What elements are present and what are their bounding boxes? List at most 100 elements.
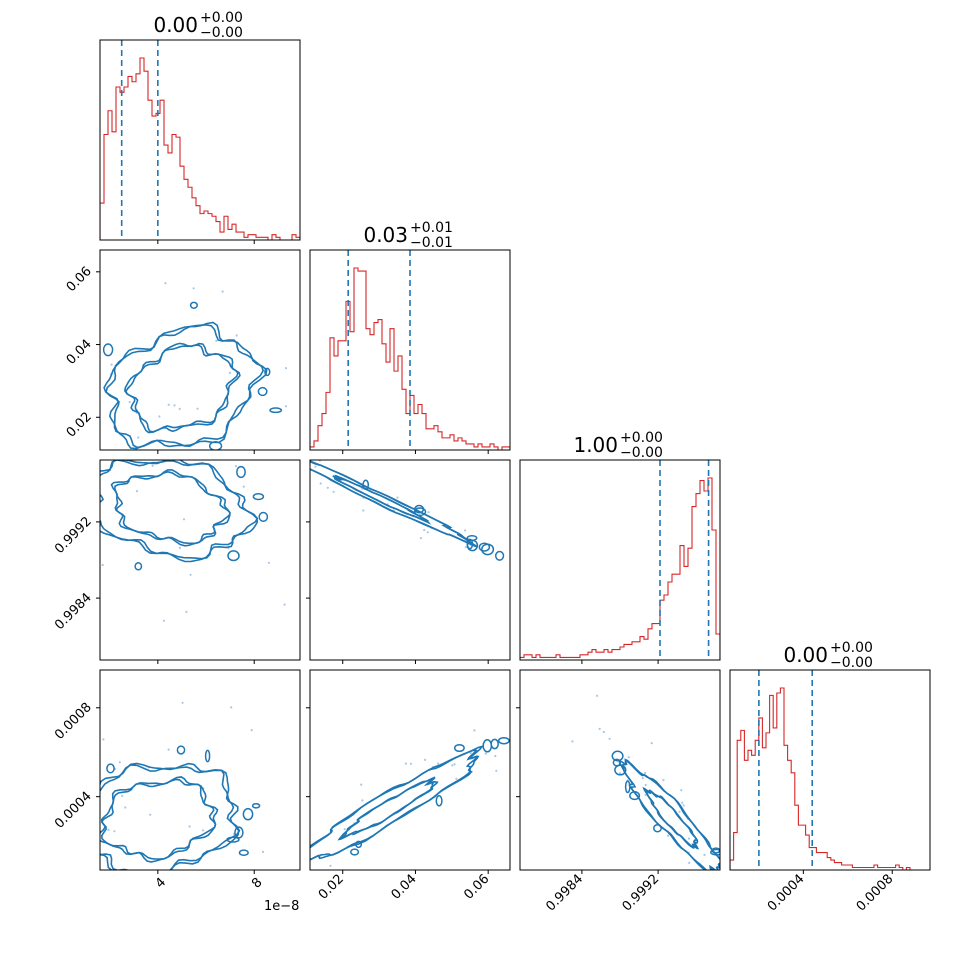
sample-point [602,730,605,734]
contour-line [100,762,240,870]
sample-point [86,767,88,769]
contour-island [189,301,198,309]
panel-title-1: 0.00 +0.00−0.00 [153,10,242,41]
x-tick-label: 0.9984 [543,872,586,915]
y-tick-label: 0.9984 [52,590,95,633]
sample-point [650,742,653,745]
sample-point [404,762,407,765]
sample-point [517,698,519,700]
contour-line [103,321,268,450]
sample-point [304,383,306,385]
sample-point [196,407,199,410]
contour-line [334,474,428,523]
sample-point [150,454,152,456]
x-tick-label: 0.0004 [765,872,808,915]
sample-point [165,484,167,486]
contour-line [337,776,439,841]
sample-point [283,603,286,606]
contour-panel-4-3 [571,694,790,912]
y-tick-label: 0.0004 [52,789,95,832]
sample-point [527,751,529,753]
sample-point [788,910,790,912]
sample-point [63,200,65,202]
sample-point [688,880,690,882]
sample-point [315,865,317,867]
contour-island [478,542,491,552]
sample-point [267,561,270,564]
contour-island [204,749,211,763]
sample-point [326,486,329,489]
sample-point [188,825,191,828]
sample-point [31,754,33,756]
sample-point [128,401,131,404]
sample-point [110,363,113,366]
sample-point [50,856,52,858]
contour-island [258,511,269,523]
sample-point [531,570,533,572]
sample-point [680,789,683,792]
sample-point [101,563,104,567]
contour-island [269,407,283,414]
sample-point [361,799,364,802]
sample-point [520,731,522,733]
sample-point [220,662,222,664]
sample-point [53,351,55,353]
contour-panel-2-1 [49,200,306,486]
axes-frame-1-1 [99,39,301,241]
histogram-step [520,477,720,660]
sample-point [453,763,456,766]
sample-point [182,518,186,521]
sample-point [284,405,288,408]
sample-point [437,762,440,765]
sample-point [181,701,184,704]
contour-panel-4-2 [243,698,596,888]
sample-point [360,783,363,786]
sample-point [243,886,245,888]
sample-point [594,702,596,704]
sample-point [96,790,98,792]
axes-frame-4-3 [519,669,721,871]
sample-point [596,694,599,697]
y-tick-label: 0.06 [64,264,95,295]
contour-island [482,739,493,753]
sample-point [164,282,167,285]
corner-plot-root: 0.02 0.04 0.06 0.9984 0.9992 0.0004 0.0008 4 8 0.… [11,10,931,915]
axes-frame-2-1 [99,249,301,451]
sample-point [49,343,51,345]
contour-line [110,469,231,547]
sample-point [291,438,293,440]
sample-point [458,525,460,527]
contour-island [350,848,360,856]
contour-island [653,823,662,833]
contour-island [497,736,510,745]
sample-point [215,426,217,428]
contour-island [710,848,720,856]
contour-island [287,848,298,853]
sample-point [172,413,174,415]
sample-point [187,889,189,891]
x-tick-label: 8 [249,875,265,891]
histogram-step [100,57,300,240]
sample-point [571,740,574,743]
sample-point [735,674,737,676]
sample-point [11,795,13,797]
contour-island [614,764,627,776]
sample-point [86,833,88,835]
sample-point [427,511,430,514]
contour-island [56,479,60,487]
contour-island [490,738,499,750]
contour-line [113,470,231,545]
histogram-panel-4 [730,670,911,870]
axes-frame-3-3 [519,459,721,661]
contour-line [100,460,259,560]
contour-island [466,538,474,550]
sample-point [189,573,192,576]
sample-point [682,804,685,807]
sample-point [419,537,422,540]
sample-point [45,574,47,576]
title-minus: −0.00 [620,445,663,461]
sample-point [82,438,84,440]
y-tick-label: 0.04 [64,337,95,368]
sample-point [343,828,346,831]
